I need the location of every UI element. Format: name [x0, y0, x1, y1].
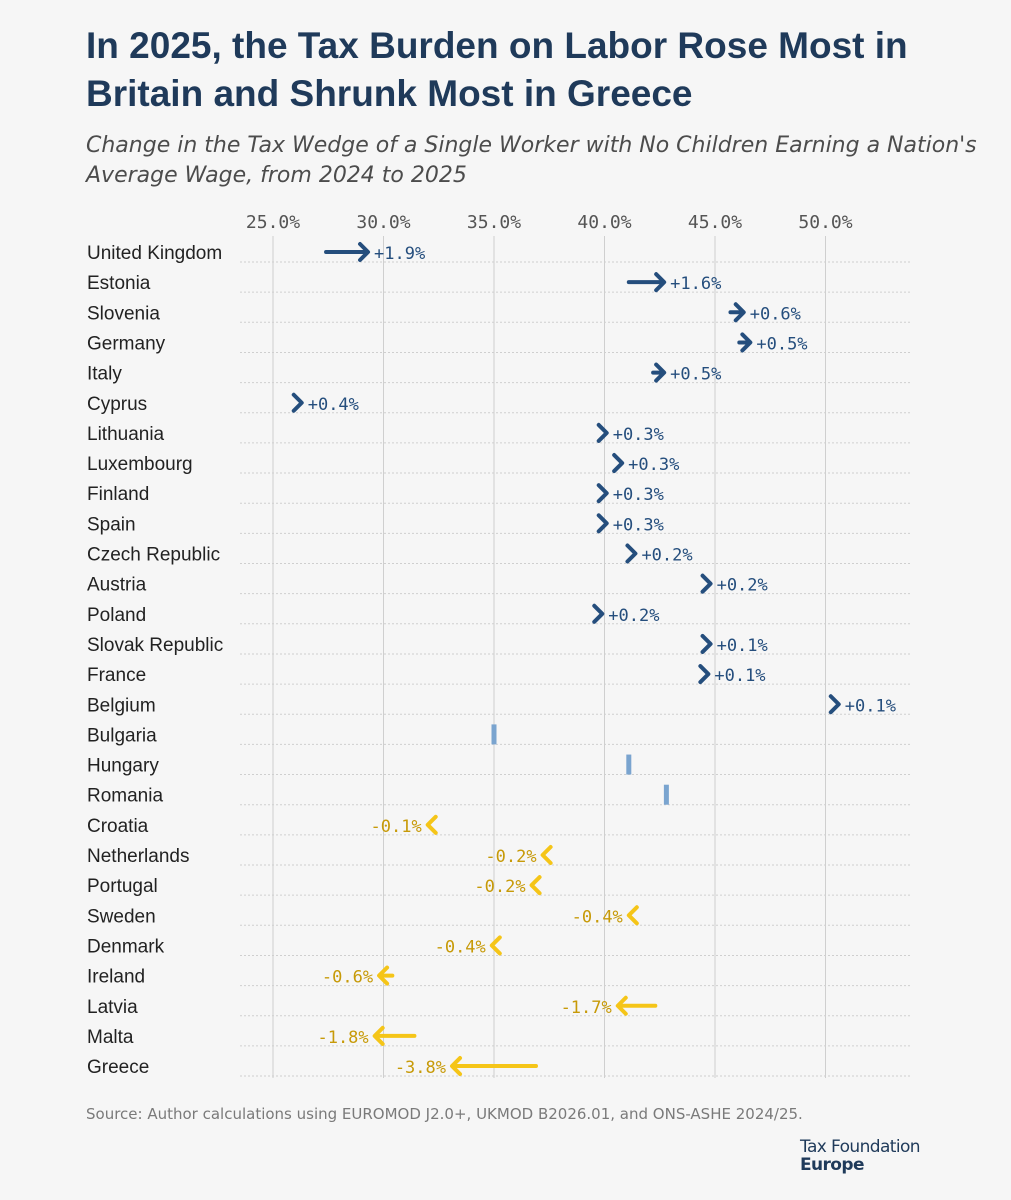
change-label: +0.5% [756, 334, 807, 354]
country-label: Sweden [87, 906, 156, 927]
change-label: -1.7% [561, 998, 612, 1018]
change-label: +0.2% [641, 546, 692, 566]
country-label: France [87, 665, 146, 686]
increase-arrow-head [596, 422, 609, 443]
increase-arrow-head [358, 242, 371, 262]
country-label: Netherlands [87, 846, 189, 867]
country-label: Spain [87, 514, 136, 535]
change-label: +0.2% [717, 576, 768, 596]
country-label: Bulgaria [87, 725, 157, 746]
country-label: Slovak Republic [87, 635, 223, 656]
no-change-marker [491, 724, 497, 745]
change-label: +1.6% [670, 274, 721, 294]
decrease-arrow-head [425, 814, 438, 835]
change-label: +0.1% [845, 696, 896, 716]
decrease-arrow-head [626, 905, 639, 926]
change-label: +0.3% [613, 515, 664, 535]
country-label: Romania [87, 786, 163, 807]
decrease-arrow-head [450, 1056, 463, 1077]
change-label: +1.9% [374, 244, 425, 264]
country-label: Latvia [87, 997, 138, 1018]
change-label: -0.6% [322, 968, 373, 988]
logo-line1: Tax Foundation [800, 1137, 921, 1157]
change-label: -3.8% [395, 1058, 446, 1078]
increase-arrow-head [700, 633, 713, 654]
change-label: -0.4% [572, 907, 623, 927]
change-label: -0.1% [371, 817, 422, 837]
increase-arrow-head [654, 272, 667, 293]
change-label: -0.2% [485, 847, 536, 867]
change-label: +0.1% [717, 636, 768, 656]
country-label: Portugal [87, 876, 158, 897]
increase-arrow-head [596, 483, 609, 504]
country-label: Germany [87, 333, 166, 354]
logo-line2: Europe [800, 1155, 864, 1175]
chart-subtitle: Change in the Tax Wedge of a Single Work… [86, 133, 977, 188]
country-label: Italy [87, 364, 122, 385]
country-label: Greece [87, 1057, 149, 1078]
country-label: Austria [87, 575, 147, 596]
change-label: +0.4% [308, 395, 359, 415]
country-label: United Kingdom [87, 243, 222, 264]
decrease-arrow-head [489, 935, 502, 956]
country-label: Malta [87, 1027, 134, 1048]
increase-arrow-head [596, 513, 609, 534]
country-label: Slovenia [87, 303, 160, 324]
x-tick-label: 30.0% [356, 212, 410, 233]
country-label: Denmark [87, 936, 165, 957]
change-label: +0.1% [714, 666, 765, 686]
x-tick-label: 35.0% [467, 212, 521, 233]
increase-arrow-head [625, 543, 638, 564]
country-label: Lithuania [87, 424, 165, 445]
country-label: Czech Republic [87, 545, 220, 566]
change-label: +0.3% [613, 425, 664, 445]
country-label: Luxembourg [87, 454, 193, 475]
increase-arrow-head [592, 603, 605, 624]
decrease-arrow-head [529, 875, 542, 896]
increase-arrow-head [700, 573, 713, 594]
increase-arrow-head [291, 392, 304, 413]
change-label: -1.8% [317, 1028, 368, 1048]
change-label: -0.4% [435, 937, 486, 957]
change-label: +0.5% [670, 365, 721, 385]
country-label: Hungary [87, 756, 159, 777]
country-label: Belgium [87, 695, 156, 716]
change-label: +0.3% [613, 485, 664, 505]
increase-arrow-head [828, 694, 841, 715]
x-tick-label: 45.0% [688, 212, 742, 233]
source-note: Source: Author calculations using EUROMO… [86, 1105, 803, 1123]
change-label: -0.2% [474, 877, 525, 897]
increase-arrow-head [698, 664, 711, 685]
chart-title: In 2025, the Tax Burden on Labor Rose Mo… [86, 25, 908, 114]
decrease-arrow-head [540, 845, 553, 865]
x-tick-label: 40.0% [577, 212, 631, 233]
increase-arrow-head [654, 362, 667, 383]
increase-arrow-head [733, 302, 746, 323]
tax-foundation-logo: Tax Foundation Europe [800, 1138, 950, 1174]
increase-arrow-head [612, 453, 625, 474]
country-label: Croatia [87, 816, 149, 837]
decrease-arrow-head [377, 965, 390, 986]
country-label: Cyprus [87, 394, 147, 415]
country-label: Finland [87, 484, 149, 505]
x-tick-label: 50.0% [798, 212, 852, 233]
country-label: Ireland [87, 967, 145, 988]
change-label: +0.2% [608, 606, 659, 626]
x-tick-label: 25.0% [246, 212, 300, 233]
no-change-marker [663, 784, 669, 805]
change-label: +0.3% [628, 455, 679, 475]
change-label: +0.6% [750, 304, 801, 324]
decrease-arrow-head [372, 1025, 385, 1046]
decrease-arrow-head [615, 995, 628, 1016]
no-change-marker [626, 754, 632, 775]
country-label: Estonia [87, 273, 151, 294]
country-label: Poland [87, 605, 146, 626]
chart-area: 25.0% 30.0% 35.0% 40.0% 45.0% 50.0% United Kin… [87, 212, 910, 1078]
increase-arrow-head [740, 332, 753, 353]
